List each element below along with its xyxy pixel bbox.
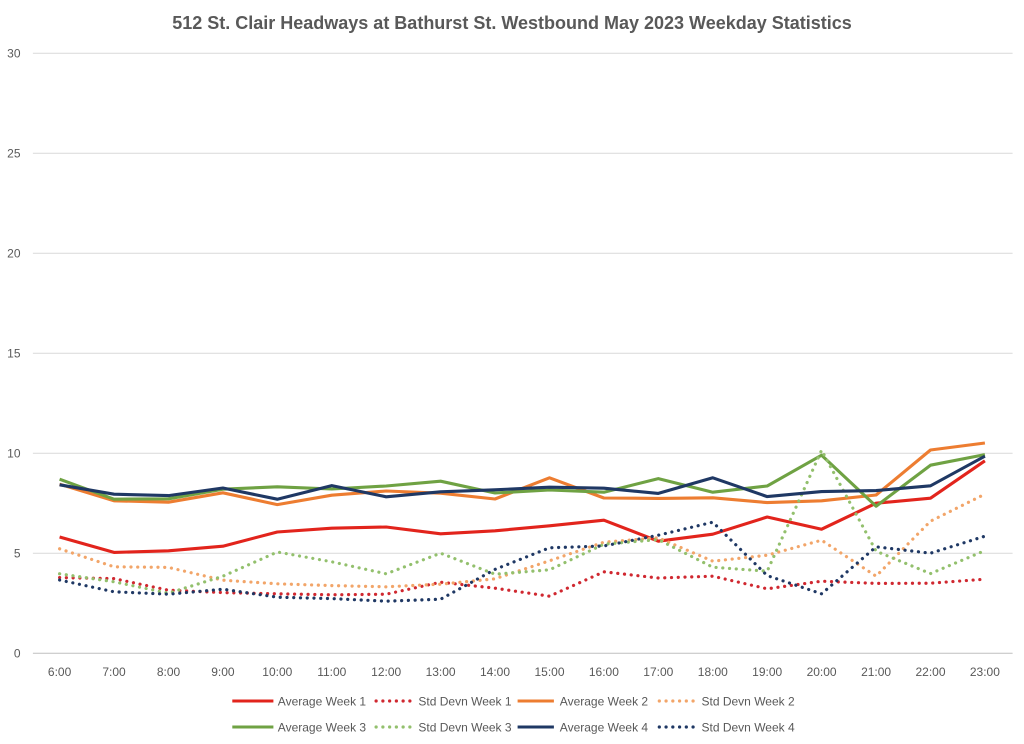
svg-text:17:00: 17:00 [643,665,673,679]
svg-text:11:00: 11:00 [317,665,346,679]
svg-text:Average Week 2: Average Week 2 [560,694,649,708]
svg-text:10: 10 [7,446,21,460]
svg-text:Std Devn Week 1: Std Devn Week 1 [418,694,511,708]
svg-text:21:00: 21:00 [861,665,891,679]
svg-text:512 St. Clair Headways at Bath: 512 St. Clair Headways at Bathurst St. W… [172,13,852,33]
svg-text:Std Devn Week 2: Std Devn Week 2 [702,694,795,708]
svg-text:Average Week 1: Average Week 1 [278,694,367,708]
svg-text:23:00: 23:00 [970,665,1000,679]
svg-text:14:00: 14:00 [480,665,510,679]
svg-text:10:00: 10:00 [262,665,292,679]
svg-text:20: 20 [7,246,21,260]
svg-text:30: 30 [7,46,21,60]
svg-text:Average Week 3: Average Week 3 [278,720,367,734]
svg-text:9:00: 9:00 [211,665,235,679]
svg-text:Std Devn Week 4: Std Devn Week 4 [702,720,795,734]
svg-text:15: 15 [7,346,21,360]
svg-text:5: 5 [14,546,21,560]
svg-text:7:00: 7:00 [102,665,126,679]
svg-text:13:00: 13:00 [426,665,456,679]
svg-text:16:00: 16:00 [589,665,619,679]
svg-text:20:00: 20:00 [807,665,837,679]
svg-text:19:00: 19:00 [752,665,782,679]
svg-text:Std Devn Week 3: Std Devn Week 3 [418,720,511,734]
svg-text:15:00: 15:00 [534,665,564,679]
svg-text:8:00: 8:00 [157,665,181,679]
svg-text:22:00: 22:00 [915,665,945,679]
svg-text:25: 25 [7,146,21,160]
svg-text:18:00: 18:00 [698,665,728,679]
svg-text:12:00: 12:00 [371,665,401,679]
svg-text:Average Week 4: Average Week 4 [560,720,649,734]
svg-text:6:00: 6:00 [48,665,72,679]
svg-text:0: 0 [14,646,21,660]
